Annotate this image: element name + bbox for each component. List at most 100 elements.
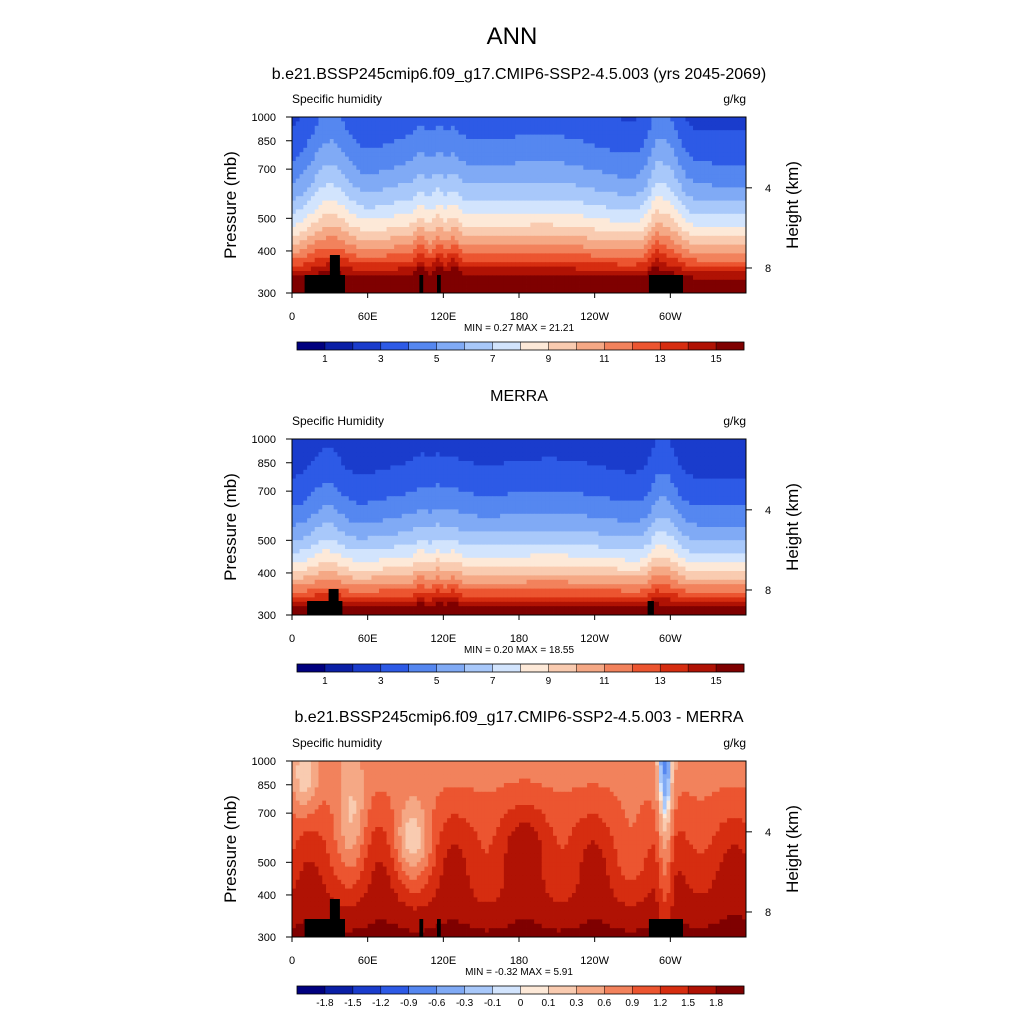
field-cell xyxy=(503,218,509,223)
field-cell xyxy=(693,205,698,210)
field-cell xyxy=(314,257,319,263)
right-tick-label: 4 xyxy=(765,183,771,195)
field-cell xyxy=(390,169,395,175)
field-cell xyxy=(299,183,304,188)
field-cell xyxy=(689,174,694,179)
field-cell xyxy=(534,244,539,250)
field-cell xyxy=(704,200,709,206)
field-cell xyxy=(704,156,709,162)
field-cell xyxy=(730,174,736,179)
field-cell xyxy=(322,262,327,267)
field-cell xyxy=(379,130,384,135)
field-cell xyxy=(556,139,562,144)
field-cell xyxy=(439,191,444,197)
field-cell xyxy=(715,271,720,276)
field-cell xyxy=(670,191,675,197)
field-cell xyxy=(643,227,649,232)
field-cell xyxy=(700,178,705,184)
field-cell xyxy=(435,231,440,237)
field-cell xyxy=(587,227,592,232)
field-cell xyxy=(379,439,384,444)
field-cell xyxy=(530,244,535,250)
field-cell xyxy=(431,235,437,241)
field-cell xyxy=(405,279,410,285)
field-cell xyxy=(348,209,353,215)
field-cell xyxy=(598,169,603,175)
field-cell xyxy=(379,169,384,175)
field-cell xyxy=(742,174,746,179)
field-cell xyxy=(379,161,384,166)
field-cell xyxy=(356,271,361,276)
field-cell xyxy=(401,161,406,166)
field-cell xyxy=(602,209,607,215)
field-cell xyxy=(526,213,531,219)
y-axis-title: Pressure (mb) xyxy=(221,151,240,259)
field-cell xyxy=(371,125,376,131)
field-cell xyxy=(375,288,380,293)
field-cell xyxy=(447,257,452,263)
field-cell xyxy=(469,439,474,444)
field-cell xyxy=(333,134,338,140)
field-cell xyxy=(598,200,603,206)
field-cell xyxy=(292,174,297,179)
field-cell xyxy=(530,439,535,444)
field-cell xyxy=(322,209,327,215)
field-cell xyxy=(367,200,372,206)
field-cell xyxy=(375,218,380,223)
field-cell xyxy=(292,262,297,267)
field-cell xyxy=(466,266,471,272)
field-cell xyxy=(515,284,520,289)
field-cell xyxy=(590,249,596,254)
field-cell xyxy=(689,257,694,263)
field-cell xyxy=(575,240,580,245)
field-cell xyxy=(477,227,482,232)
field-cell xyxy=(405,439,410,444)
field-cell xyxy=(405,174,410,179)
field-cell xyxy=(379,271,384,276)
field-cell xyxy=(587,218,592,223)
field-cell xyxy=(742,227,746,232)
field-cell xyxy=(624,143,630,149)
field-cell xyxy=(299,288,304,293)
field-cell xyxy=(666,191,671,197)
field-cell xyxy=(295,117,300,122)
field-cell xyxy=(462,266,467,272)
field-cell xyxy=(723,130,728,135)
field-cell xyxy=(469,279,474,285)
field-cell xyxy=(379,279,384,285)
field-cell xyxy=(454,139,459,144)
field-cell xyxy=(416,134,422,140)
field-cell xyxy=(519,169,524,175)
field-cell xyxy=(352,134,357,140)
field-cell xyxy=(401,130,406,135)
field-cell xyxy=(458,209,463,215)
field-cell xyxy=(303,183,308,188)
field-cell xyxy=(386,152,391,157)
field-cell xyxy=(496,279,501,285)
field-cell xyxy=(734,213,739,219)
field-cell xyxy=(734,191,739,197)
field-cell xyxy=(537,205,543,210)
field-cell xyxy=(314,262,319,267)
field-cell xyxy=(454,235,459,241)
field-cell xyxy=(500,279,505,285)
field-cell xyxy=(700,147,705,153)
field-cell xyxy=(473,183,478,188)
field-cell xyxy=(375,439,380,444)
field-cell xyxy=(307,200,312,206)
field-cell xyxy=(617,284,622,289)
field-cell xyxy=(488,266,493,272)
field-cell xyxy=(405,288,410,293)
field-cell xyxy=(390,187,395,193)
field-cell xyxy=(564,213,569,219)
field-cell xyxy=(356,257,361,263)
field-cell xyxy=(609,257,614,263)
field-cell xyxy=(587,187,592,193)
field-cell xyxy=(568,262,573,267)
field-cell xyxy=(424,235,429,241)
field-cell xyxy=(428,266,433,272)
field-cell xyxy=(466,244,471,250)
field-cell xyxy=(647,183,652,188)
field-cell xyxy=(314,139,319,144)
field-cell xyxy=(628,183,633,188)
